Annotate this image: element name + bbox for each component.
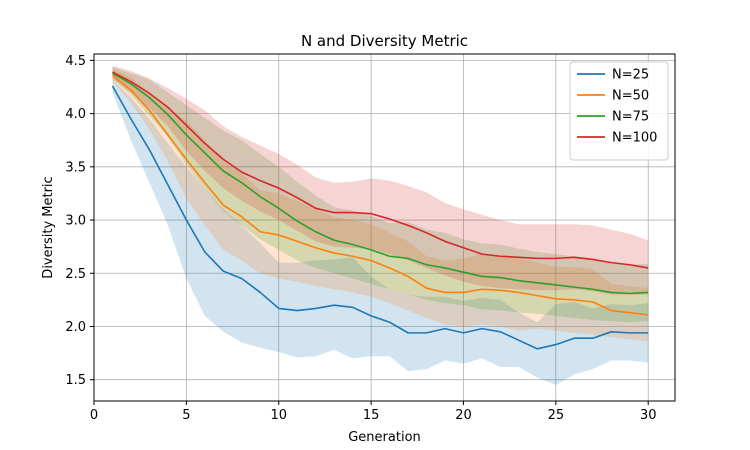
x-tick-label: 30 xyxy=(640,408,657,423)
line-series-3 xyxy=(112,72,649,295)
y-tick-label: 3.5 xyxy=(65,160,86,175)
legend-label-3: N=75 xyxy=(612,110,649,125)
x-axis-label: Generation xyxy=(348,430,421,445)
line-series-4 xyxy=(112,71,649,269)
x-tick-label: 0 xyxy=(90,408,98,423)
legend-box xyxy=(569,61,669,161)
y-axis-ticks: 1.5 2.0 2.5 3.0 3.5 4.0 4.5 xyxy=(65,54,94,388)
chart-title: N and Diversity Metric xyxy=(301,32,468,50)
series-lines xyxy=(111,71,649,350)
legend: N=25 N=50 N=75 N=100 xyxy=(569,61,669,161)
band-series-1 xyxy=(112,79,649,386)
x-axis-ticks: 0 5 10 15 20 25 30 xyxy=(90,401,657,423)
x-tick-label: 10 xyxy=(270,408,287,423)
legend-label-2: N=50 xyxy=(612,89,649,104)
line-series-1 xyxy=(111,85,649,350)
legend-label-1: N=25 xyxy=(612,68,649,83)
x-tick-label: 20 xyxy=(455,408,472,423)
legend-label-4: N=100 xyxy=(612,131,657,146)
x-tick-label: 15 xyxy=(363,408,380,423)
y-tick-label: 2.0 xyxy=(65,320,86,335)
y-axis-label: Diversity Metric xyxy=(41,176,56,278)
grid xyxy=(93,54,675,401)
y-tick-label: 1.5 xyxy=(65,373,86,388)
y-tick-label: 2.5 xyxy=(65,267,86,282)
x-tick-label: 5 xyxy=(182,408,190,423)
y-tick-label: 4.0 xyxy=(65,107,86,122)
y-tick-label: 4.5 xyxy=(65,54,86,69)
band-series-4 xyxy=(112,65,649,295)
x-tick-label: 25 xyxy=(548,408,565,423)
line-series-2 xyxy=(111,74,649,316)
confidence-bands xyxy=(112,65,649,386)
band-series-2 xyxy=(112,68,649,342)
band-series-3 xyxy=(112,66,649,323)
y-tick-label: 3.0 xyxy=(65,214,86,229)
plot-frame xyxy=(93,53,676,402)
